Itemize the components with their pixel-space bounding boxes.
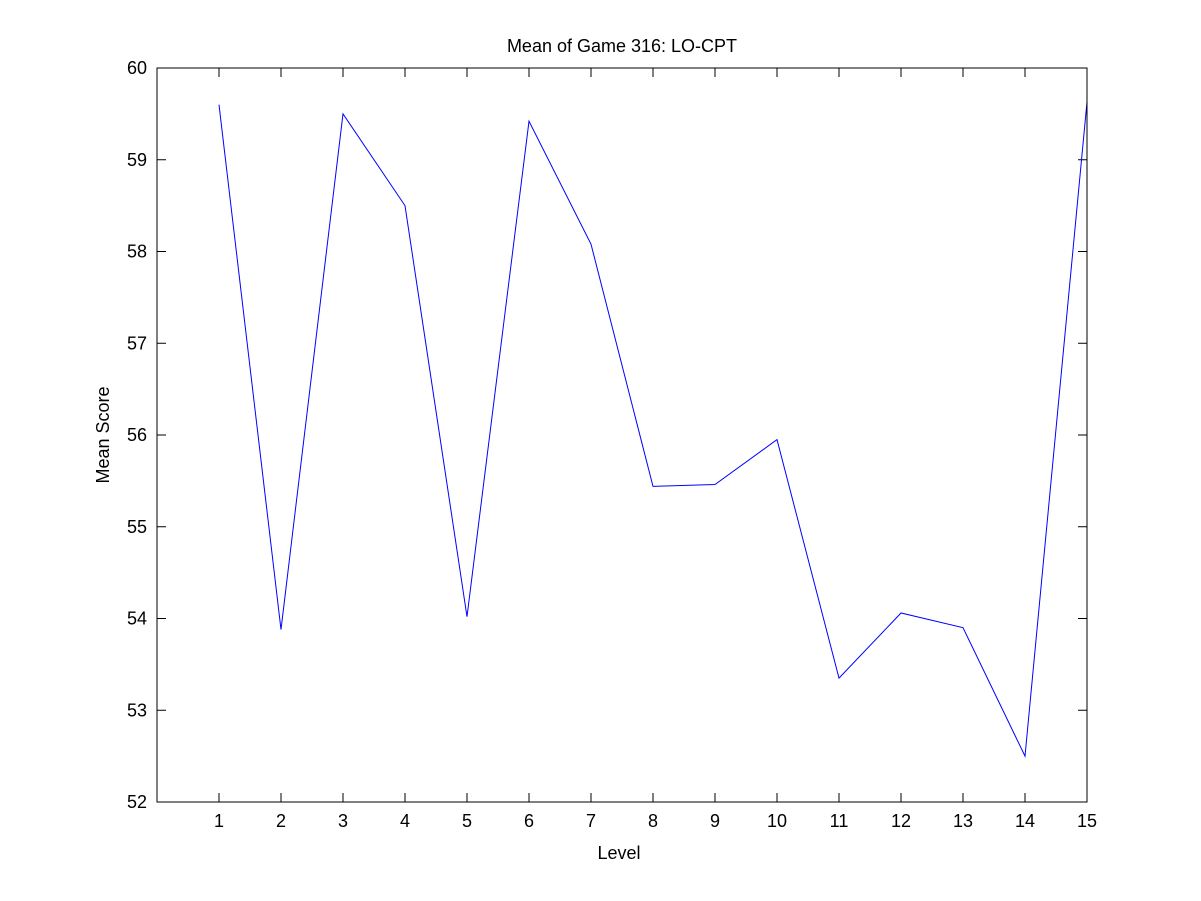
- chart-title: Mean of Game 316: LO-CPT: [507, 36, 737, 56]
- y-tick-labels: 52 53 54 55 56 57 58 59 60: [127, 58, 147, 812]
- plot-area-frame: [156, 67, 1088, 803]
- y-tick-label: 60: [127, 58, 147, 78]
- x-tick-label: 7: [586, 811, 596, 831]
- y-axis-label: Mean Score: [93, 386, 113, 483]
- y-tick-label: 55: [127, 517, 147, 537]
- series-layer: [218, 101, 1088, 758]
- x-axis-label: Level: [597, 843, 640, 863]
- x-tick-label: 12: [891, 811, 911, 831]
- x-tick-label: 2: [276, 811, 286, 831]
- x-tick-label: 14: [1015, 811, 1035, 831]
- x-tick-label: 10: [767, 811, 787, 831]
- y-tick-label: 52: [127, 792, 147, 812]
- x-tick-label: 3: [338, 811, 348, 831]
- x-tick-label: 13: [953, 811, 973, 831]
- y-tick-label: 54: [127, 609, 147, 629]
- x-tick-labels: 1 2 3 4 5 6 7 8 9 10 11 12 13 14 15: [214, 811, 1097, 831]
- y-tick-label: 53: [127, 700, 147, 720]
- x-tick-label: 8: [648, 811, 658, 831]
- x-tick-label: 1: [214, 811, 224, 831]
- x-tick-label: 6: [524, 811, 534, 831]
- series-line: [218, 101, 1088, 758]
- y-tick-label: 57: [127, 333, 147, 353]
- x-tick-label: 15: [1077, 811, 1097, 831]
- y-tick-label: 58: [127, 242, 147, 262]
- x-tick-label: 4: [400, 811, 410, 831]
- plot-area-background: [157, 68, 1087, 802]
- y-tick-label: 59: [127, 150, 147, 170]
- x-tick-label: 5: [462, 811, 472, 831]
- y-tick-label: 56: [127, 425, 147, 445]
- x-tick-label: 11: [830, 811, 849, 831]
- x-tick-label: 9: [710, 811, 720, 831]
